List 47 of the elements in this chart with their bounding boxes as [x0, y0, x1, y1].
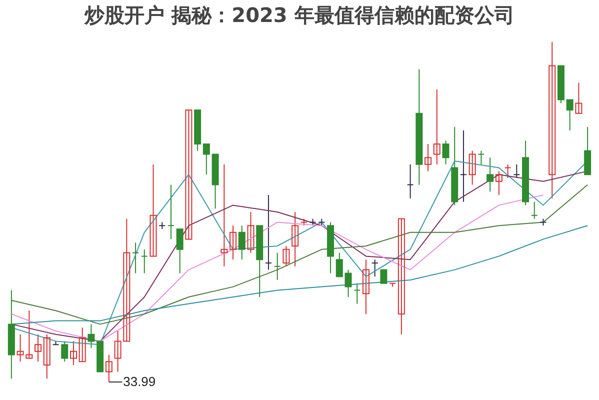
candlestick: [34, 334, 42, 362]
candlestick: [424, 144, 432, 172]
chart-title: 炒股开户 揭秘：2023 年最值得信赖的配资公司: [84, 3, 514, 27]
candlestick: [478, 150, 485, 165]
candlestick: [230, 225, 237, 260]
candlestick: [380, 269, 388, 284]
candlestick: [398, 218, 405, 335]
candlestick: [140, 248, 148, 274]
candlestick: [495, 170, 502, 196]
candlestick: [468, 150, 476, 186]
candlestick: [238, 225, 246, 260]
candlestick: [105, 354, 112, 382]
candlestick: [548, 42, 556, 199]
candlestick: [247, 212, 254, 254]
candlestick: [292, 212, 299, 267]
candlestick: [362, 259, 370, 314]
candlestick: [354, 282, 361, 304]
candlestick: [504, 164, 512, 178]
candlestick: [442, 140, 450, 165]
candlestick: [274, 252, 281, 280]
candlestick: [150, 164, 157, 257]
candlestick: [61, 340, 68, 362]
candlestick: [176, 228, 184, 274]
candlestick: [202, 144, 210, 176]
candlestick: [167, 184, 174, 240]
candlestick: [486, 157, 494, 192]
candlestick: [371, 259, 378, 278]
candlestick: [132, 242, 140, 274]
candlestick: [43, 334, 50, 380]
candlestick: [78, 327, 86, 362]
candlestick: [264, 194, 272, 270]
candlestick: [433, 89, 440, 165]
candlestick: [282, 246, 290, 267]
candlestick: [344, 269, 352, 298]
candlestick: [575, 82, 582, 114]
candlestick: [70, 340, 77, 366]
candlestick: [584, 126, 592, 176]
candlestick: [336, 252, 343, 278]
candlestick: [88, 324, 95, 348]
candlestick: [513, 164, 520, 178]
candlestick: [406, 164, 414, 199]
candlestick: [185, 110, 192, 240]
candlestick: [566, 99, 574, 131]
candlestick: [460, 130, 467, 202]
candlestick: [530, 201, 538, 220]
candlestick: [220, 164, 228, 267]
annotation: 33.99: [123, 374, 156, 389]
